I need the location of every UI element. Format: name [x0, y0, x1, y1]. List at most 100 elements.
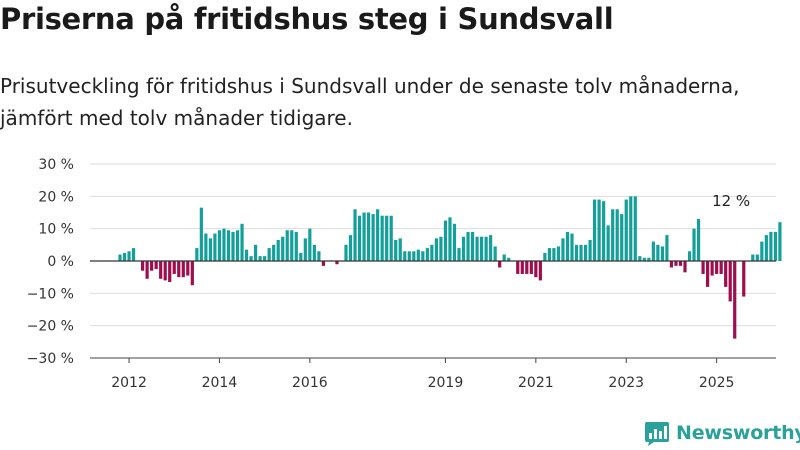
y-axis-labels: 30 % 20 % 10 % 0 % −10 % −20 % −30 %: [27, 157, 74, 367]
bar: [362, 212, 366, 261]
x-tick-label: 2019: [428, 375, 464, 391]
bar: [538, 261, 542, 281]
bar: [276, 239, 280, 261]
bar: [335, 261, 339, 265]
bar: [131, 248, 136, 261]
bar: [308, 228, 312, 261]
bar: [439, 236, 443, 261]
bar: [213, 233, 217, 261]
bar: [620, 214, 624, 261]
bar: [583, 244, 588, 261]
bar: [674, 261, 678, 266]
bar: [561, 238, 565, 261]
chart-title: Priserna på fritidshus steg i Sundsvall: [0, 2, 614, 36]
bar: [565, 231, 570, 261]
bar: [443, 220, 448, 261]
bar: [452, 223, 457, 261]
bar: [606, 225, 610, 261]
bar: [683, 261, 687, 273]
bar: [647, 257, 651, 261]
bar: [258, 256, 262, 261]
y-tick-label: 0 %: [47, 254, 74, 270]
bar: [303, 238, 307, 261]
brand-logo[interactable]: Newsworthy: [644, 418, 800, 448]
x-tick-label: 2025: [699, 375, 735, 391]
annotations: 12 %: [712, 192, 750, 210]
bar: [281, 236, 285, 261]
bar: [728, 261, 732, 302]
bar: [177, 261, 181, 278]
bar: [764, 235, 768, 261]
bar: [520, 261, 524, 274]
bar: [570, 233, 574, 261]
bar: [534, 261, 538, 278]
bar: [615, 209, 619, 261]
bar: [529, 261, 533, 274]
bar: [168, 261, 172, 283]
bar: [321, 261, 325, 266]
bar: [593, 199, 597, 261]
bar: [421, 251, 425, 261]
bar: [145, 261, 149, 279]
bar: [611, 209, 615, 261]
bar: [159, 261, 163, 279]
bar: [692, 228, 696, 261]
bar: [480, 236, 484, 261]
bar: [484, 236, 488, 261]
bar: [665, 235, 669, 261]
bar: [317, 251, 321, 261]
x-axis: 2012 2014 2016 2019 2021 2023 2025: [90, 357, 776, 391]
bar: [597, 199, 601, 261]
bar: [231, 231, 235, 261]
bar: [416, 249, 420, 261]
bar: [430, 244, 434, 261]
bar: [385, 215, 389, 261]
bar: [629, 196, 633, 261]
bar: [244, 249, 249, 261]
bar: [204, 233, 208, 261]
bar: [217, 230, 222, 261]
bar: [380, 215, 384, 261]
bar: [773, 231, 777, 261]
bar: [669, 261, 674, 268]
last-value-label: 12 %: [712, 192, 750, 210]
bar: [475, 236, 479, 261]
bar: [407, 251, 411, 261]
bar: [181, 261, 185, 278]
bar: [755, 254, 759, 261]
bar: [493, 246, 497, 261]
bar: [150, 261, 154, 271]
bar: [199, 207, 203, 261]
bar: [249, 256, 253, 261]
bar: [556, 246, 561, 261]
chart-subtitle: Prisutveckling för fritidshus i Sundsval…: [0, 74, 740, 130]
bar: [656, 244, 660, 261]
bar: [285, 230, 289, 261]
bar: [357, 215, 362, 261]
bar: [235, 230, 240, 261]
bar: [312, 244, 316, 261]
bar: [489, 235, 493, 261]
bar: [353, 209, 357, 261]
bar: [141, 261, 145, 271]
bar: [574, 244, 579, 261]
bar-chart-logo-icon: [645, 422, 669, 446]
y-tick-label: 30 %: [38, 157, 74, 173]
bar: [651, 241, 655, 261]
bar: [466, 231, 470, 261]
bar: [290, 230, 294, 261]
bar: [760, 241, 764, 261]
bar: [724, 261, 728, 287]
bar: [696, 218, 701, 261]
bar: [633, 196, 637, 261]
bar: [394, 239, 398, 261]
bar: [470, 231, 475, 261]
bar: [733, 261, 737, 339]
bar: [190, 261, 194, 286]
x-tick-label: 2023: [608, 375, 644, 391]
bar: [719, 261, 723, 274]
bar: [371, 214, 375, 261]
bar: [706, 261, 710, 287]
bar: [638, 256, 642, 261]
bar: [118, 254, 122, 261]
